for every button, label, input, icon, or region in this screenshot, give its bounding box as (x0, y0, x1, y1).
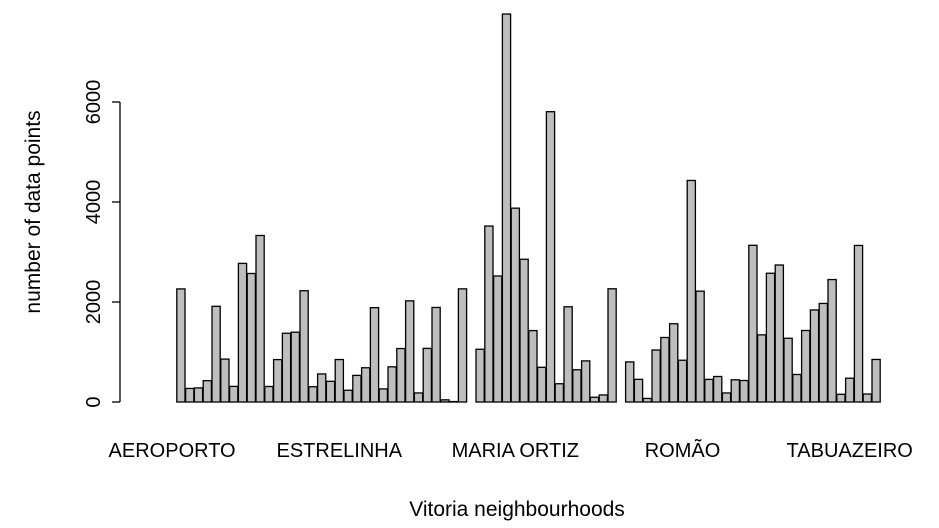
bar (396, 347, 406, 403)
bar (431, 306, 441, 403)
bar (748, 244, 758, 403)
bar (836, 393, 846, 403)
x-axis-tick-labels: AEROPORTO ESTRELINHA MARIA ORTIZ ROMÃO TABUA… (109, 438, 913, 462)
bar (422, 347, 433, 403)
bar (554, 383, 565, 403)
bar (299, 290, 309, 403)
bar (519, 258, 529, 403)
bar (580, 360, 591, 403)
bar (404, 300, 415, 403)
bar (501, 13, 512, 403)
bar (193, 387, 204, 403)
bar (211, 305, 221, 403)
bars (176, 13, 881, 403)
bar (360, 367, 371, 403)
x-tick-label: MARIA ORTIZ (452, 440, 579, 462)
bar (343, 389, 353, 403)
bar (871, 358, 881, 403)
bar (369, 306, 380, 403)
bar (607, 288, 617, 403)
bar (651, 349, 661, 403)
bar (272, 358, 283, 403)
bar (633, 378, 644, 403)
x-axis-title: Vitoria neighbourhoods (409, 498, 625, 521)
bar (510, 207, 521, 403)
bar (809, 309, 820, 403)
bar (176, 288, 186, 403)
bar (774, 264, 785, 403)
bar (545, 111, 556, 403)
bar (220, 358, 230, 403)
bar (308, 386, 318, 403)
x-tick-label: ESTRELINHA (277, 440, 403, 462)
bar (457, 288, 468, 403)
bar (739, 379, 749, 403)
bar (281, 332, 292, 403)
bar (334, 358, 345, 403)
bar (264, 385, 274, 403)
bar (475, 348, 485, 403)
x-tick-label: AEROPORTO (109, 440, 236, 462)
bar (668, 323, 679, 403)
x-tick-label: ROMÃO (645, 438, 721, 462)
bar (536, 366, 547, 403)
bar (290, 331, 301, 403)
bar (862, 393, 873, 403)
x-tick-label: TABUAZEIRO (787, 440, 913, 462)
bar (765, 272, 776, 403)
y-tick-label: 2000 (83, 280, 105, 325)
bar (572, 369, 582, 403)
bar (844, 377, 855, 403)
bar (563, 306, 573, 403)
bar (352, 374, 362, 403)
bar (721, 392, 732, 403)
bar (325, 380, 336, 403)
y-axis-title: number of data points (22, 110, 45, 313)
bar (492, 275, 503, 403)
bar (184, 387, 195, 403)
bar (598, 394, 609, 403)
y-tick-label: 0 (83, 396, 105, 407)
bar (827, 278, 837, 403)
bar (387, 366, 397, 403)
bar (202, 379, 213, 403)
bar (589, 396, 600, 403)
bar (413, 392, 424, 403)
bar (792, 373, 802, 403)
bar (853, 244, 864, 403)
bar (228, 385, 239, 403)
bar (528, 329, 538, 403)
bar (756, 334, 767, 403)
y-tick-label: 6000 (83, 80, 105, 125)
y-tick-label: 4000 (83, 180, 105, 225)
bar (712, 375, 723, 403)
bar (695, 290, 705, 403)
bar (316, 373, 327, 403)
bar (783, 337, 793, 403)
bar (677, 359, 688, 403)
bar (255, 234, 265, 403)
bar (237, 262, 248, 403)
bar (800, 329, 811, 403)
bar (704, 378, 714, 403)
bar (624, 361, 635, 403)
y-axis: 0 2000 4000 6000 (83, 80, 121, 408)
bar (378, 388, 389, 403)
bar (686, 179, 697, 403)
bar (730, 379, 741, 403)
bar (246, 272, 257, 403)
bar (660, 336, 670, 403)
bar (440, 399, 450, 403)
bar (484, 225, 494, 403)
bar (818, 302, 829, 403)
bar (642, 397, 653, 403)
